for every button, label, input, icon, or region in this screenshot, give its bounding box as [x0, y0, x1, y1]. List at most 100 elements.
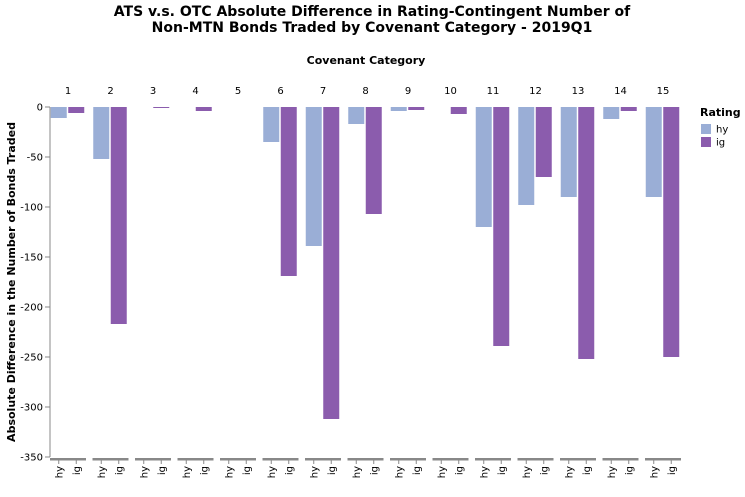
column-label: 13 [572, 86, 585, 97]
x-tick-label: hy [564, 466, 575, 478]
facet-13: 13 hy ig [560, 86, 596, 478]
x-axis-line [177, 458, 214, 461]
x-tick-label: hy [352, 466, 363, 478]
column-label: 3 [150, 86, 156, 97]
column-label: 2 [107, 86, 113, 97]
column-label: 15 [657, 86, 670, 97]
y-tick-label: 0 [37, 103, 43, 114]
bar-ig-13 [578, 107, 595, 359]
bar-ig-4 [195, 107, 212, 111]
bar-hy-9 [390, 107, 407, 111]
x-tick-label: hy [607, 466, 618, 478]
x-axis-line [560, 458, 596, 461]
x-tick-label: hy [54, 466, 65, 478]
bar-ig-11 [493, 107, 510, 346]
facet-3: 3 hy ig [135, 86, 171, 478]
column-label: 8 [362, 86, 368, 97]
bar-hy-13 [560, 107, 577, 197]
legend-swatch-hy [701, 124, 711, 134]
column-label: 7 [320, 86, 326, 97]
bar-hy-1 [50, 107, 67, 118]
bar-ig-12 [535, 107, 552, 177]
bar-hy-2 [93, 107, 110, 159]
x-tick-label: ig [369, 466, 380, 475]
x-tick-label: hy [97, 466, 108, 478]
x-tick-label: ig [242, 466, 253, 475]
x-tick-label: hy [182, 466, 193, 478]
x-tick-label: ig [199, 466, 210, 475]
x-tick-label: hy [139, 466, 150, 478]
x-tick-label: ig [454, 466, 465, 475]
bar-ig-8 [365, 107, 382, 214]
legend: Rating hy ig [700, 106, 741, 149]
x-axis-line [92, 458, 129, 461]
x-tick-label: hy [522, 466, 533, 478]
x-axis-line [135, 458, 171, 461]
y-tick-label: -50 [27, 153, 43, 164]
x-tick-label: ig [72, 466, 83, 475]
bar-hy-6 [263, 107, 280, 142]
x-axis-line [305, 458, 341, 461]
x-tick-label: ig [114, 466, 125, 475]
x-tick-label: hy [394, 466, 405, 478]
facet-5: 5 hy ig [220, 86, 256, 478]
x-axis-line [517, 458, 554, 461]
bar-ig-15 [663, 107, 680, 357]
column-label: 1 [65, 86, 71, 97]
bar-hy-12 [518, 107, 535, 205]
facet-10: 10 hy ig [432, 86, 469, 478]
facet-14: 14 hy ig [602, 86, 639, 478]
facet-6: 6 hy ig [262, 86, 299, 478]
x-tick-label: hy [224, 466, 235, 478]
x-tick-label: ig [327, 466, 338, 475]
x-tick-label: ig [582, 466, 593, 475]
x-tick-label: ig [497, 466, 508, 475]
facet-8: 8 hy ig [347, 86, 384, 478]
y-tick-label: -150 [20, 253, 43, 264]
facet-11: 11 hy ig [475, 86, 511, 478]
legend-title: Rating [700, 106, 741, 119]
bar-hy-7 [305, 107, 322, 246]
y-tick-label: -350 [20, 453, 43, 464]
column-label: 9 [405, 86, 411, 97]
facet-7: 7 hy ig [305, 86, 341, 478]
bar-ig-7 [323, 107, 340, 419]
x-tick-label: ig [412, 466, 423, 475]
x-axis-line [432, 458, 469, 461]
x-axis-line [262, 458, 299, 461]
x-axis-line [645, 458, 681, 461]
bar-ig-9 [408, 107, 425, 110]
x-tick-label: ig [539, 466, 550, 475]
facet-2: 2 hy ig [92, 86, 129, 478]
column-label: 11 [487, 86, 500, 97]
chart-title-line-2: Non-MTN Bonds Traded by Covenant Categor… [152, 20, 593, 36]
x-tick-label: hy [437, 466, 448, 478]
bar-ig-14 [620, 107, 637, 111]
column-label: 10 [444, 86, 457, 97]
bar-ig-1 [68, 107, 85, 113]
x-axis-line [475, 458, 511, 461]
bar-ig-2 [110, 107, 127, 324]
facet-9: 9 hy ig [390, 86, 426, 478]
facet-12: 12 hy ig [517, 86, 554, 478]
facet-1: 1 hy ig [50, 86, 86, 478]
bar-hy-15 [645, 107, 662, 197]
x-tick-label: hy [267, 466, 278, 478]
column-label: 5 [235, 86, 241, 97]
x-tick-label: hy [479, 466, 490, 478]
x-tick-label: hy [309, 466, 320, 478]
bar-hy-8 [348, 107, 365, 124]
x-axis-line [602, 458, 639, 461]
legend-label-ig: ig [716, 138, 725, 149]
column-axis-title: Covenant Category [307, 54, 426, 67]
legend-swatch-ig [701, 137, 711, 147]
column-label: 4 [192, 86, 198, 97]
x-axis-line [390, 458, 426, 461]
x-axis-line [50, 458, 86, 461]
x-tick-label: ig [284, 466, 295, 475]
y-axis-title: Absolute Difference in the Number of Bon… [5, 122, 18, 442]
x-tick-label: ig [157, 466, 168, 475]
x-tick-label: ig [667, 466, 678, 475]
x-tick-label: hy [649, 466, 660, 478]
